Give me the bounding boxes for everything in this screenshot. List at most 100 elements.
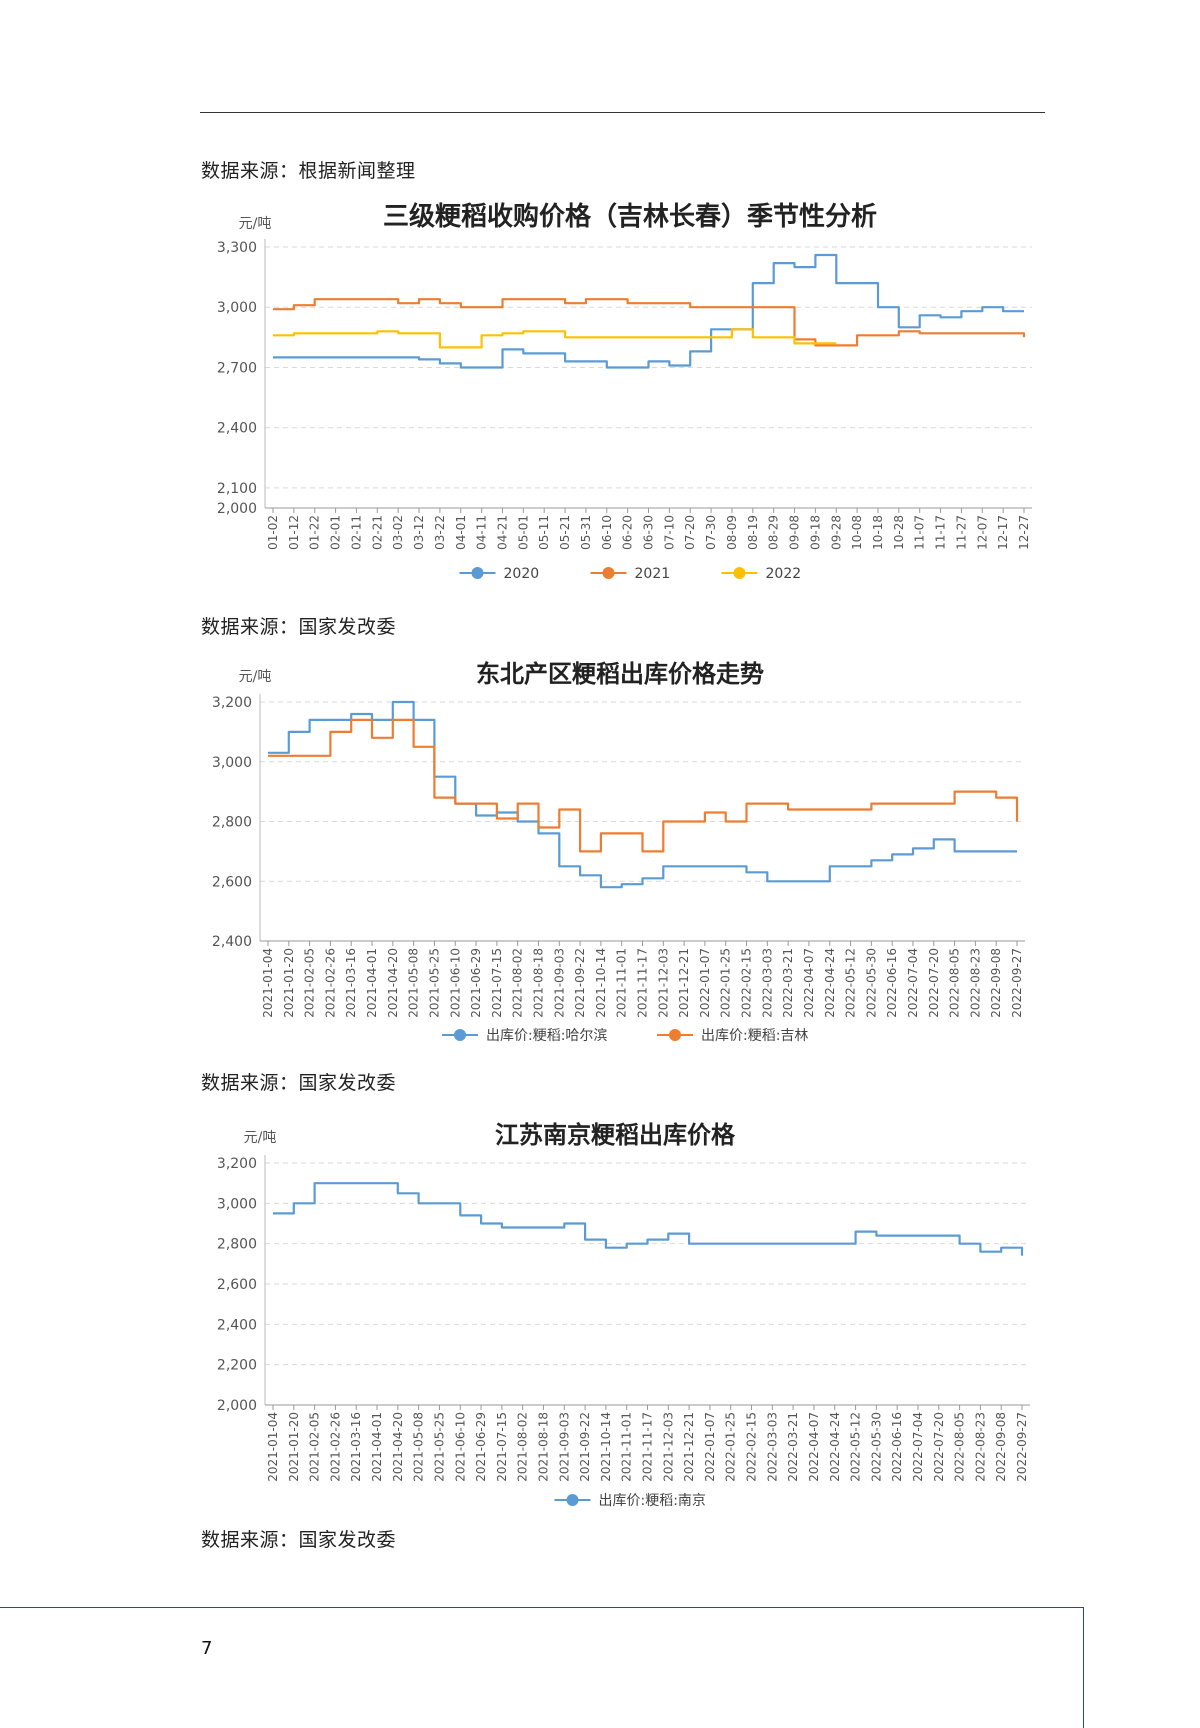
x-tick-label: 2022-09-27 xyxy=(1015,1412,1029,1482)
x-tick-label: 2021-08-18 xyxy=(531,948,545,1018)
x-tick-label: 2021-12-21 xyxy=(677,948,691,1018)
chart-svg-seasonal: 三级粳稻收购价格（吉林长春）季节性分析 元/吨 2,000 2,100 2,400 2,7… xyxy=(217,201,1032,582)
x-tick-label: 2021-03-16 xyxy=(344,948,358,1018)
x-tick-label: 2022-05-30 xyxy=(864,948,878,1018)
x-tick-label: 2021-10-14 xyxy=(594,948,608,1018)
x-tick-label: 2021-09-03 xyxy=(552,948,566,1018)
x-tick-label: 06-10 xyxy=(600,515,614,550)
x-tick-label: 2021-01-20 xyxy=(287,1412,301,1482)
y-tick-label: 2,100 xyxy=(217,481,257,497)
chart-seasonal-jilin: 三级粳稻收购价格（吉林长春）季节性分析 元/吨 2,000 2,100 2,400 2,7… xyxy=(200,200,1050,590)
x-tick-label: 2022-03-21 xyxy=(781,948,795,1018)
x-tick-label: 2021-12-21 xyxy=(682,1412,696,1482)
legend-marker xyxy=(733,567,746,579)
x-tick-label: 2022-07-20 xyxy=(927,948,941,1018)
y-tick-label: 3,200 xyxy=(217,1156,257,1172)
series-line xyxy=(273,253,1024,369)
x-tick-label: 12-27 xyxy=(1017,515,1031,550)
x-tick-label: 2022-01-25 xyxy=(724,1412,738,1482)
x-tick-label: 03-22 xyxy=(433,515,447,550)
x-tick-label: 2021-11-17 xyxy=(641,1412,655,1482)
source-note-1: 数据来源：根据新闻整理 xyxy=(201,160,416,182)
legend-item: 出库价:粳稻:南京 xyxy=(554,1493,706,1509)
chart-title: 江苏南京粳稻出库价格 xyxy=(495,1121,736,1149)
x-tick-label: 2022-03-21 xyxy=(786,1412,800,1482)
x-tick-label: 2021-12-03 xyxy=(656,948,670,1018)
legend-item: 2020 xyxy=(459,566,540,582)
x-tick-label: 02-21 xyxy=(370,515,384,550)
x-tick-label: 01-12 xyxy=(287,515,301,550)
y-tick-label: 3,000 xyxy=(217,300,257,316)
legend-item: 2021 xyxy=(590,566,671,582)
legend-item: 2022 xyxy=(721,566,802,582)
x-tick-label: 11-07 xyxy=(913,515,927,550)
y-tick-label: 2,700 xyxy=(217,360,257,376)
x-tick-label: 03-02 xyxy=(391,515,405,550)
y-tick-label: 2,600 xyxy=(212,874,252,890)
legend-label: 2021 xyxy=(635,566,671,582)
y-tick-label: 3,000 xyxy=(212,755,252,771)
legend-item: 出库价:粳稻:吉林 xyxy=(657,1028,808,1044)
chart-title: 东北产区粳稻出库价格走势 xyxy=(476,660,764,688)
legend-label: 2020 xyxy=(504,566,540,582)
x-tick-label: 2021-02-05 xyxy=(303,948,317,1018)
x-tick-label: 2022-08-23 xyxy=(968,948,982,1018)
page-number: 7 xyxy=(201,1638,213,1659)
x-tick-label: 07-20 xyxy=(683,515,697,550)
series-line xyxy=(268,718,1019,853)
chart-nanjing: 江苏南京粳稻出库价格 元/吨 2,000 2,200 2,400 2,600 2,800 3,… xyxy=(200,1110,1050,1515)
x-tick-label: 2021-09-22 xyxy=(578,1412,592,1482)
y-tick-label: 2,400 xyxy=(217,421,257,437)
legend-marker xyxy=(602,567,615,579)
legend-label: 2022 xyxy=(766,566,802,582)
x-tick-label: 2021-06-10 xyxy=(448,948,462,1018)
x-tick-label: 2022-09-08 xyxy=(994,1412,1008,1482)
x-tick-label: 2022-09-27 xyxy=(1010,948,1024,1018)
x-tick-label: 2021-05-08 xyxy=(407,948,421,1018)
x-tick-label: 05-01 xyxy=(516,515,530,550)
x-tick-label: 08-19 xyxy=(746,515,760,550)
source-note-2: 数据来源：国家发改委 xyxy=(201,616,397,638)
x-tick-label: 2022-01-25 xyxy=(719,948,733,1018)
legend-label: 出库价:粳稻:吉林 xyxy=(701,1028,808,1044)
legend-marker xyxy=(471,567,484,579)
x-tick-label: 2021-08-02 xyxy=(511,948,525,1018)
x-tick-label: 05-21 xyxy=(558,515,572,550)
x-tick-label: 2021-09-22 xyxy=(573,948,587,1018)
x-tick-label: 2021-08-18 xyxy=(536,1412,550,1482)
y-tick-label: 3,000 xyxy=(217,1196,257,1212)
x-tick-label: 2022-09-08 xyxy=(989,948,1003,1018)
x-tick-label: 10-18 xyxy=(871,515,885,550)
x-tick-label: 2021-01-04 xyxy=(261,948,275,1018)
chart-northeast: 东北产区粳稻出库价格走势 元/吨 2,400 2,600 2,800 3,000 3,200… xyxy=(200,655,1050,1050)
x-tick-label: 04-11 xyxy=(475,515,489,550)
y-tick-label: 2,400 xyxy=(212,934,252,950)
x-tick-label: 05-11 xyxy=(537,515,551,550)
x-tick-label: 2022-01-07 xyxy=(698,948,712,1018)
x-tick-label: 06-30 xyxy=(642,515,656,550)
x-tick-label: 07-30 xyxy=(704,515,718,550)
x-tick-label: 07-10 xyxy=(662,515,676,550)
x-tick-label: 11-27 xyxy=(954,515,968,550)
x-tick-label: 2022-07-04 xyxy=(911,1412,925,1482)
x-tick-label: 2022-07-04 xyxy=(906,948,920,1018)
x-tick-label: 2021-04-20 xyxy=(386,948,400,1018)
x-tick-label: 2022-04-07 xyxy=(807,1412,821,1482)
x-tick-label: 02-11 xyxy=(349,515,363,550)
x-tick-label: 11-17 xyxy=(934,515,948,550)
legend-marker xyxy=(566,1494,579,1506)
y-tick-label: 3,300 xyxy=(217,240,257,256)
y-tick-label: 2,800 xyxy=(212,815,252,831)
x-tick-label: 2021-02-05 xyxy=(308,1412,322,1482)
x-tick-label: 2022-04-24 xyxy=(823,948,837,1018)
x-tick-label: 2021-04-01 xyxy=(370,1412,384,1482)
x-tick-label: 2022-08-05 xyxy=(948,948,962,1018)
x-tick-label: 2021-04-20 xyxy=(391,1412,405,1482)
y-unit-label: 元/吨 xyxy=(244,1130,277,1146)
footer-frame xyxy=(0,1607,1084,1728)
source-note-4: 数据来源：国家发改委 xyxy=(201,1529,397,1551)
x-tick-label: 2022-06-16 xyxy=(885,948,899,1018)
x-tick-label: 2021-11-01 xyxy=(615,948,629,1018)
series-line xyxy=(273,328,837,349)
x-tick-label: 2022-01-07 xyxy=(703,1412,717,1482)
